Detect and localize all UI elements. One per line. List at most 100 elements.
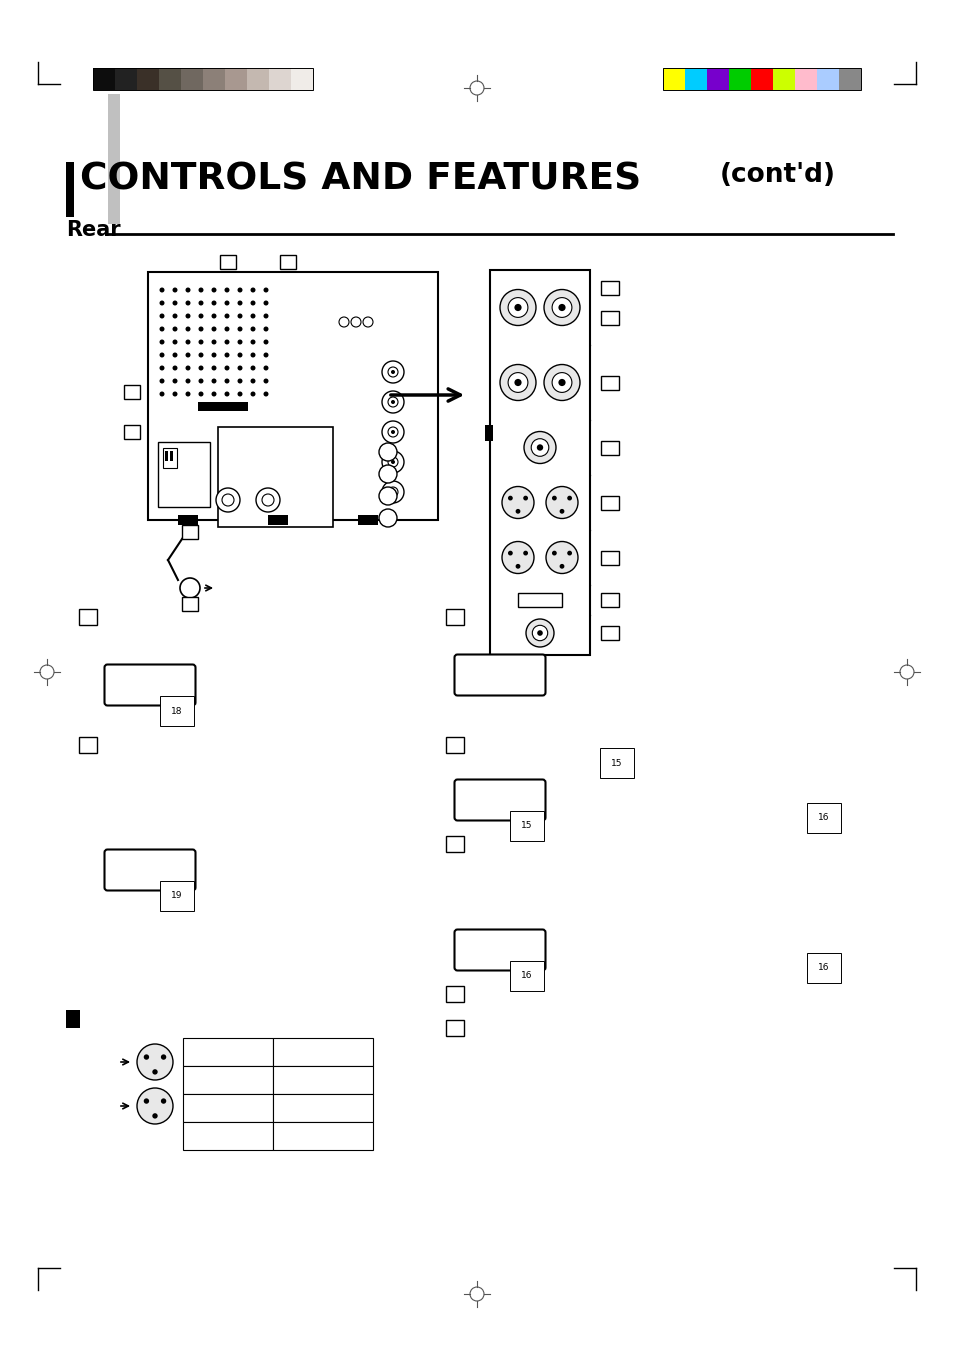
Circle shape (212, 379, 216, 384)
Circle shape (381, 452, 403, 473)
Circle shape (501, 542, 534, 573)
Circle shape (215, 488, 240, 512)
Circle shape (152, 1069, 157, 1075)
Bar (446, 608, 463, 625)
Circle shape (172, 353, 177, 357)
Circle shape (224, 314, 230, 319)
Bar (79, 608, 97, 625)
Circle shape (515, 564, 519, 569)
Circle shape (251, 365, 255, 370)
Circle shape (378, 487, 396, 506)
Circle shape (543, 365, 579, 400)
Circle shape (198, 339, 203, 345)
Circle shape (388, 457, 397, 466)
Circle shape (224, 353, 230, 357)
Circle shape (508, 373, 527, 392)
Circle shape (251, 379, 255, 384)
Bar (268, 515, 288, 525)
Bar (158, 442, 210, 507)
Circle shape (567, 496, 572, 500)
Circle shape (559, 564, 564, 569)
Bar (66, 1010, 80, 1028)
Circle shape (558, 304, 565, 311)
Circle shape (251, 288, 255, 292)
Text: 16: 16 (818, 814, 829, 822)
Circle shape (198, 353, 203, 357)
Bar (108, 95, 120, 224)
Circle shape (507, 496, 513, 500)
Circle shape (237, 353, 242, 357)
Bar (728, 68, 750, 91)
Bar (600, 550, 618, 565)
Circle shape (185, 365, 191, 370)
Circle shape (159, 314, 164, 319)
Circle shape (237, 314, 242, 319)
Bar (772, 68, 794, 91)
Circle shape (514, 304, 521, 311)
Bar (484, 425, 493, 441)
Bar (66, 162, 74, 218)
Circle shape (391, 460, 395, 464)
Bar (79, 737, 97, 753)
Circle shape (224, 326, 230, 331)
FancyBboxPatch shape (454, 930, 545, 971)
Circle shape (522, 496, 527, 500)
Circle shape (263, 326, 268, 331)
Circle shape (388, 487, 397, 498)
Bar (148, 272, 437, 521)
Circle shape (172, 392, 177, 396)
Circle shape (137, 1044, 172, 1080)
Circle shape (381, 361, 403, 383)
Circle shape (172, 326, 177, 331)
Bar (183, 1122, 273, 1151)
Bar (165, 452, 168, 461)
Text: 15: 15 (520, 822, 532, 830)
Circle shape (537, 630, 542, 635)
Bar (115, 68, 137, 91)
Circle shape (251, 300, 255, 306)
Circle shape (185, 326, 191, 331)
Circle shape (144, 1098, 149, 1103)
Circle shape (159, 353, 164, 357)
Circle shape (224, 300, 230, 306)
Circle shape (159, 300, 164, 306)
Circle shape (212, 339, 216, 345)
Circle shape (137, 1088, 172, 1124)
Circle shape (159, 326, 164, 331)
Bar (183, 1094, 273, 1122)
Circle shape (251, 339, 255, 345)
Circle shape (552, 373, 571, 392)
Bar (225, 68, 247, 91)
Bar (600, 376, 618, 389)
FancyBboxPatch shape (454, 654, 545, 695)
Circle shape (237, 288, 242, 292)
Bar (600, 311, 618, 324)
Bar (266, 287, 374, 387)
Circle shape (507, 550, 513, 556)
Circle shape (543, 289, 579, 326)
Circle shape (172, 365, 177, 370)
Circle shape (508, 297, 527, 318)
Circle shape (172, 379, 177, 384)
Text: (cont'd): (cont'd) (720, 162, 835, 188)
Bar (517, 594, 561, 607)
Circle shape (237, 326, 242, 331)
Circle shape (567, 550, 572, 556)
Circle shape (391, 400, 395, 404)
Circle shape (159, 339, 164, 345)
Bar (280, 256, 295, 269)
Circle shape (152, 1113, 157, 1118)
Bar (794, 68, 816, 91)
Circle shape (552, 550, 557, 556)
Circle shape (172, 288, 177, 292)
Circle shape (198, 288, 203, 292)
Circle shape (185, 392, 191, 396)
Bar (92, 68, 115, 91)
Text: Rear: Rear (66, 220, 120, 241)
Circle shape (224, 339, 230, 345)
Circle shape (224, 379, 230, 384)
Circle shape (255, 488, 280, 512)
Circle shape (338, 316, 349, 327)
Circle shape (159, 288, 164, 292)
Circle shape (172, 300, 177, 306)
